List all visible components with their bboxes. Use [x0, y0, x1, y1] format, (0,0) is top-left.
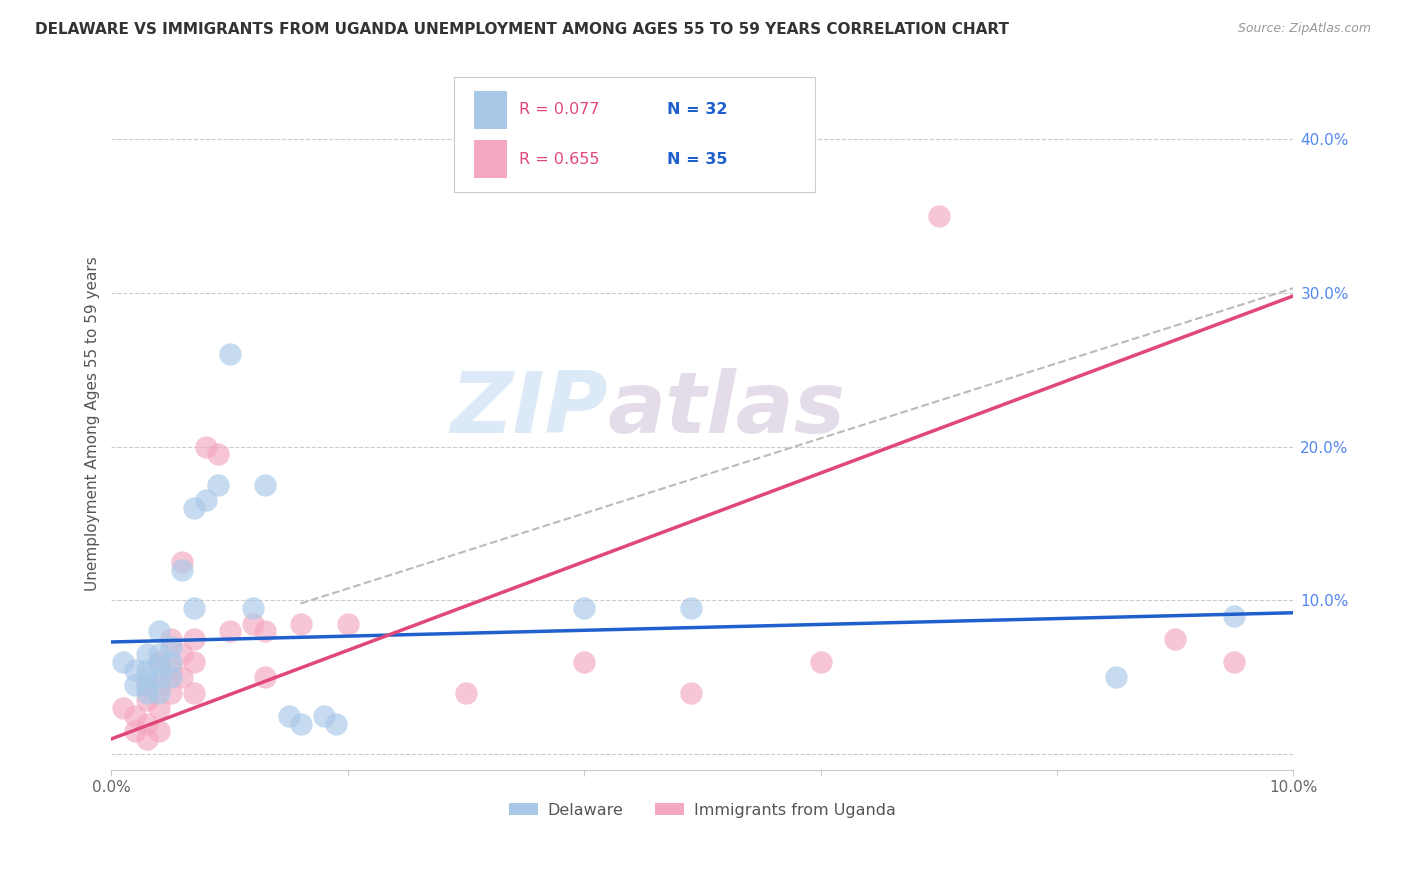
- FancyBboxPatch shape: [454, 78, 814, 192]
- Point: [183, 686, 205, 700]
- Point: [207, 478, 229, 492]
- Point: [1223, 655, 1246, 669]
- Point: [183, 632, 205, 646]
- Point: [148, 648, 170, 662]
- Legend: Delaware, Immigrants from Uganda: Delaware, Immigrants from Uganda: [503, 797, 903, 824]
- Point: [135, 678, 157, 692]
- Bar: [474, 140, 508, 178]
- Point: [172, 648, 194, 662]
- Point: [148, 658, 170, 673]
- Text: R = 0.077: R = 0.077: [519, 103, 600, 118]
- Point: [159, 670, 181, 684]
- Text: N = 35: N = 35: [666, 152, 727, 167]
- Point: [194, 493, 217, 508]
- Point: [242, 601, 264, 615]
- Point: [1164, 632, 1187, 646]
- Point: [148, 678, 170, 692]
- Point: [183, 655, 205, 669]
- Point: [172, 563, 194, 577]
- Point: [124, 708, 146, 723]
- Point: [148, 655, 170, 669]
- Point: [135, 716, 157, 731]
- Point: [679, 686, 702, 700]
- Point: [314, 708, 336, 723]
- Point: [148, 724, 170, 739]
- Point: [218, 624, 240, 639]
- Point: [277, 708, 299, 723]
- Point: [172, 670, 194, 684]
- Point: [207, 447, 229, 461]
- Point: [124, 724, 146, 739]
- Text: R = 0.655: R = 0.655: [519, 152, 600, 167]
- Point: [124, 663, 146, 677]
- Point: [218, 347, 240, 361]
- Text: ZIP: ZIP: [450, 368, 607, 451]
- Point: [135, 648, 157, 662]
- Point: [242, 616, 264, 631]
- Point: [1105, 670, 1128, 684]
- Point: [254, 670, 277, 684]
- Point: [135, 663, 157, 677]
- Point: [574, 601, 596, 615]
- Point: [159, 640, 181, 654]
- Text: atlas: atlas: [607, 368, 846, 451]
- Point: [159, 632, 181, 646]
- Point: [148, 701, 170, 715]
- Point: [254, 624, 277, 639]
- Point: [124, 678, 146, 692]
- Point: [159, 686, 181, 700]
- Point: [135, 686, 157, 700]
- Point: [135, 678, 157, 692]
- Point: [454, 686, 477, 700]
- Point: [135, 693, 157, 707]
- Point: [159, 655, 181, 669]
- Point: [159, 663, 181, 677]
- Point: [148, 686, 170, 700]
- Point: [135, 731, 157, 746]
- Point: [148, 624, 170, 639]
- Text: DELAWARE VS IMMIGRANTS FROM UGANDA UNEMPLOYMENT AMONG AGES 55 TO 59 YEARS CORREL: DELAWARE VS IMMIGRANTS FROM UGANDA UNEMP…: [35, 22, 1010, 37]
- Point: [112, 701, 135, 715]
- Point: [172, 555, 194, 569]
- Point: [810, 655, 832, 669]
- Point: [336, 616, 359, 631]
- Point: [183, 501, 205, 516]
- Point: [194, 440, 217, 454]
- Point: [679, 601, 702, 615]
- Text: N = 32: N = 32: [666, 103, 727, 118]
- Point: [148, 670, 170, 684]
- Point: [574, 655, 596, 669]
- Point: [290, 716, 312, 731]
- Point: [254, 478, 277, 492]
- Y-axis label: Unemployment Among Ages 55 to 59 years: Unemployment Among Ages 55 to 59 years: [86, 256, 100, 591]
- Bar: [474, 91, 508, 129]
- Point: [112, 655, 135, 669]
- Point: [325, 716, 347, 731]
- Point: [1223, 608, 1246, 623]
- Point: [290, 616, 312, 631]
- Point: [135, 670, 157, 684]
- Point: [928, 209, 950, 223]
- Text: Source: ZipAtlas.com: Source: ZipAtlas.com: [1237, 22, 1371, 36]
- Point: [183, 601, 205, 615]
